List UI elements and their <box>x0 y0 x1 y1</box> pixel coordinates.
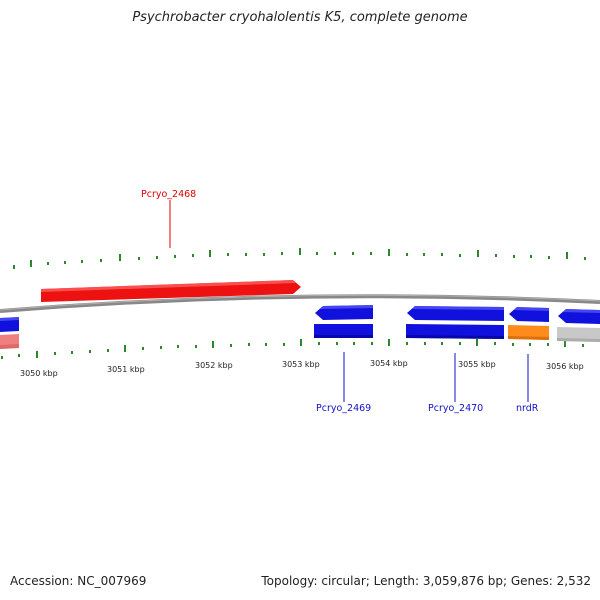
scale-label-3053: 3053 kbp <box>282 360 320 369</box>
pcryo-2469-label[interactable]: Pcryo_2469 <box>316 403 371 414</box>
scale-label-3052: 3052 kbp <box>195 361 233 370</box>
scale-labels: 3050 kbp 3051 kbp 3052 kbp 3053 kbp 3054… <box>20 359 584 378</box>
gene-pcryo-2470[interactable] <box>406 324 504 339</box>
scale-label-3054: 3054 kbp <box>370 359 408 368</box>
lower-tick-row <box>1 339 584 359</box>
gene-block-a-upper[interactable] <box>315 305 373 320</box>
pcryo-2470-label[interactable]: Pcryo_2470 <box>428 403 483 414</box>
gene-nrdR-upper[interactable] <box>509 307 549 322</box>
gene-pcryo-2469[interactable] <box>314 324 373 338</box>
gene-left-edge-pink[interactable] <box>0 334 19 349</box>
genome-backbone <box>0 294 600 313</box>
scale-label-3050: 3050 kbp <box>20 369 58 378</box>
gene-right-edge-upper[interactable] <box>558 309 600 324</box>
gene-nrdR[interactable] <box>508 325 549 340</box>
gene-pcryo-2468[interactable] <box>41 280 301 302</box>
upper-tick-row <box>13 248 586 269</box>
gene-pcryo-2470-upper[interactable] <box>407 306 504 321</box>
pcryo-2468-label[interactable]: Pcryo_2468 <box>141 189 196 200</box>
gene-left-edge-blue[interactable] <box>0 317 19 332</box>
scale-label-3055: 3055 kbp <box>458 360 496 369</box>
scale-label-3051: 3051 kbp <box>107 365 145 374</box>
map-title: Psychrobacter cryohalolentis K5, complet… <box>132 10 468 25</box>
nrdR-label[interactable]: nrdR <box>516 403 539 414</box>
genome-summary-text: Topology: circular; Length: 3,059,876 bp… <box>261 574 591 588</box>
scale-label-3056: 3056 kbp <box>546 362 584 371</box>
gene-right-edge-gray[interactable] <box>557 327 600 342</box>
accession-text: Accession: NC_007969 <box>10 574 147 588</box>
